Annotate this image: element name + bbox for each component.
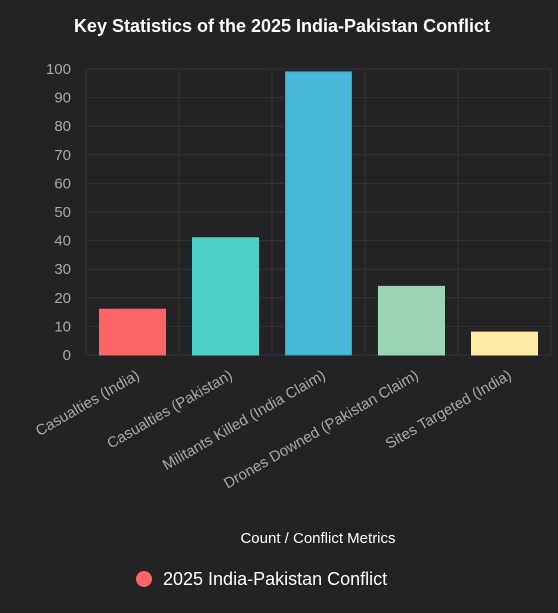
legend-label: 2025 India-Pakistan Conflict [163,569,387,589]
y-tick-label: 10 [54,318,71,335]
bars [99,71,538,356]
x-tick-label: Militants Killed (India Claim) [160,367,329,474]
chart-title: Key Statistics of the 2025 India-Pakista… [74,16,490,36]
y-tick-label: 60 [54,175,71,192]
y-tick-label: 30 [54,261,71,278]
y-tick-label: 80 [54,118,71,135]
y-tick-label: 0 [63,347,71,364]
y-axis-ticks: 0 10 20 30 40 50 60 70 80 90 100 [46,61,71,364]
bar[interactable] [378,285,445,356]
y-tick-label: 40 [54,233,71,250]
x-axis-title: Count / Conflict Metrics [240,530,395,547]
y-tick-label: 90 [54,90,71,107]
y-tick-label: 20 [54,290,71,307]
legend-swatch-icon [136,571,152,587]
bar[interactable] [285,71,352,356]
y-tick-label: 50 [54,204,71,221]
legend[interactable]: 2025 India-Pakistan Conflict [136,569,387,589]
x-axis-ticks: Casualties (India)Casualties (Pakistan)M… [33,367,515,493]
bar[interactable] [471,331,538,356]
bar[interactable] [192,237,259,356]
y-tick-label: 70 [54,147,71,164]
bar[interactable] [99,308,166,356]
y-tick-label: 100 [46,61,71,78]
